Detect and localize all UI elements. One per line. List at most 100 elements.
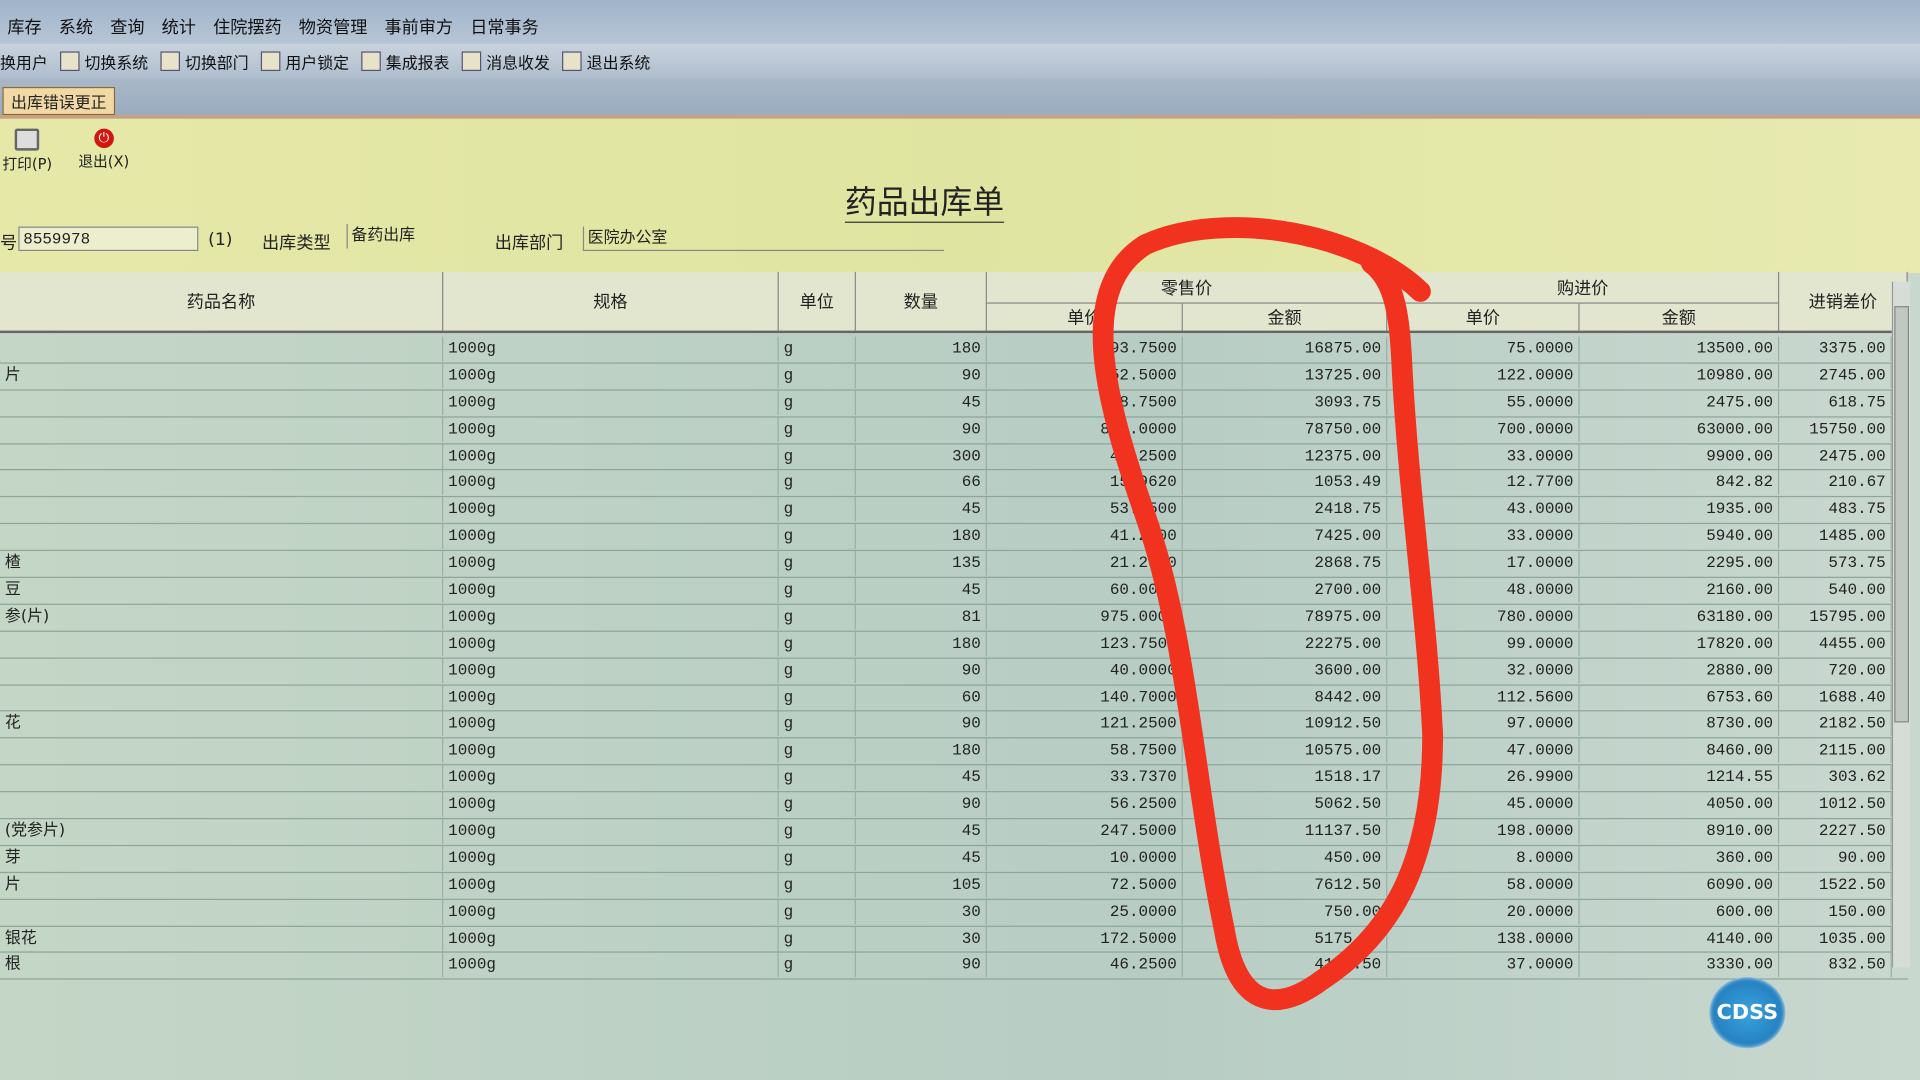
table-row[interactable]: 1000g g 180 58.7500 10575.00 47.0000 8460.00 21… [0, 738, 1908, 766]
cell-purchase-unit: 138.0000 [1387, 926, 1580, 951]
table-row[interactable]: 参(片) 1000g g 81 975.0000 78975.00 780.0000 6318… [0, 604, 1908, 632]
table-row[interactable]: 1000g g 180 123.7500 22275.00 99.0000 17820.00… [0, 631, 1908, 659]
col-name[interactable]: 药品名称 [0, 271, 444, 331]
vertical-scrollbar[interactable] [1891, 281, 1911, 968]
menu-item[interactable]: 日常事务 [470, 18, 539, 38]
table-row[interactable]: 花 1000g g 90 121.2500 10912.50 97.0000 8730.00 2… [0, 712, 1908, 739]
cell-purchase-amount: 6753.60 [1580, 685, 1780, 710]
cell-name: 楂 [0, 551, 444, 576]
table-row[interactable]: 1000g g 90 56.2500 5062.50 45.0000 4050.00 1012… [0, 792, 1908, 820]
cell-retail-unit: 123.7500 [987, 631, 1183, 657]
cell-purchase-amount: 1214.55 [1580, 765, 1780, 791]
type-field[interactable]: 备药出库 [346, 224, 484, 249]
table-row[interactable]: 楂 1000g g 135 21.2500 2868.75 17.0000 2295.00 57… [0, 551, 1908, 578]
menu-item[interactable]: 事前审方 [384, 18, 454, 38]
cell-retail-unit: 56.2500 [987, 792, 1183, 817]
cell-name [0, 658, 444, 683]
table-row[interactable]: 1000g g 90 40.0000 3600.00 32.0000 2880.00 720.… [0, 658, 1908, 686]
cell-purchase-unit: 32.0000 [1387, 658, 1580, 683]
col-retail-unit[interactable]: 单价 [987, 303, 1183, 331]
cell-diff: 150.00 [1779, 899, 1892, 925]
menu-item[interactable]: 统计 [161, 18, 196, 38]
cell-diff: 210.67 [1779, 470, 1892, 496]
col-spec[interactable]: 规格 [443, 271, 779, 331]
table-row[interactable]: 片 1000g g 90 152.5000 13725.00 122.0000 10980.0… [0, 363, 1908, 391]
table-row[interactable]: 银花 1000g g 30 172.5000 5175.00 138.0000 4140.00… [0, 926, 1908, 954]
exit-button[interactable]: ⏻ 退出(X) [78, 128, 129, 172]
cell-unit: g [779, 899, 856, 925]
print-label: 打印(P) [2, 155, 53, 173]
toolbar-info-button[interactable]: 消息收发 [461, 50, 550, 73]
cell-qty: 300 [856, 443, 987, 469]
cell-purchase-unit: 8.0000 [1387, 846, 1580, 871]
cell-diff: 2475.00 [1779, 443, 1892, 469]
scrollbar-thumb[interactable] [1894, 306, 1909, 723]
cell-name: 豆 [0, 577, 444, 603]
menu-item[interactable]: 住院摆药 [213, 18, 282, 38]
cell-spec: 1000g [443, 551, 779, 576]
col-diff[interactable]: 进销差价 [1779, 271, 1908, 331]
menu-item[interactable]: 库存 [7, 18, 42, 38]
cell-purchase-unit: 198.0000 [1387, 819, 1580, 844]
toolbar-switch-department-button[interactable]: 切换部门 [160, 50, 249, 73]
menu-item[interactable]: 物资管理 [298, 18, 368, 38]
col-retail-amount[interactable]: 金额 [1183, 303, 1388, 331]
menu-item[interactable]: 系统 [58, 18, 94, 38]
toolbar-report-button[interactable]: 集成报表 [361, 50, 449, 73]
cell-name [0, 524, 444, 549]
cell-name [0, 336, 444, 362]
cell-qty: 135 [856, 551, 987, 576]
table-row[interactable]: (党参片) 1000g g 45 247.5000 11137.50 198.0000 891… [0, 819, 1908, 847]
table-row[interactable]: 1000g g 45 68.7500 3093.75 55.0000 2475.00 618.… [0, 390, 1908, 418]
dept-field[interactable]: 医院办公室 [582, 226, 945, 252]
table-row[interactable]: 1000g g 45 53.7500 2418.75 43.0000 1935.00 483.… [0, 497, 1908, 525]
cell-diff: 483.75 [1779, 497, 1892, 523]
table-row[interactable]: 片 1000g g 105 72.5000 7612.50 58.0000 6090.00 15… [0, 872, 1908, 900]
cell-retail-unit: 93.7500 [987, 336, 1183, 362]
number-field[interactable]: 8559978 [18, 226, 199, 252]
cell-retail-amount: 3093.75 [1183, 390, 1388, 415]
cell-diff: 720.00 [1779, 658, 1892, 683]
table-row[interactable]: 1000g g 300 41.2500 12375.00 33.0000 9900.00 24… [0, 443, 1908, 471]
tab-outbound-correction[interactable]: 出库错误更正 [2, 86, 116, 116]
table-row[interactable]: 1000g g 180 41.2500 7425.00 33.0000 5940.00 148… [0, 524, 1908, 552]
cell-unit: g [779, 658, 856, 683]
table-row[interactable]: 1000g g 180 93.7500 16875.00 75.0000 13500.00 3… [0, 336, 1908, 364]
col-purchase-unit[interactable]: 单价 [1387, 303, 1580, 331]
table-row[interactable]: 1000g g 45 33.7370 1518.17 26.9900 1214.55 303.… [0, 765, 1908, 793]
tab-bar: 出库错误更正 [0, 78, 1920, 119]
cell-retail-amount: 16875.00 [1183, 336, 1388, 362]
cell-purchase-unit: 97.0000 [1387, 712, 1580, 737]
toolbar-switch-system-button[interactable]: 切换系统 [60, 50, 148, 73]
table-row[interactable]: 芽 1000g g 45 10.0000 450.00 8.0000 360.00 90.00 [0, 846, 1908, 873]
table-row[interactable]: 1000g g 90 875.0000 78750.00 700.0000 63000.00… [0, 417, 1908, 444]
print-button[interactable]: 打印(P) [2, 128, 53, 174]
cell-purchase-amount: 8460.00 [1580, 738, 1780, 764]
menu-item[interactable]: 查询 [110, 18, 145, 38]
cell-name [0, 685, 444, 710]
table-row[interactable]: 豆 1000g g 45 60.0000 2700.00 48.0000 2160.00 540… [0, 577, 1908, 605]
col-purchase-amount[interactable]: 金额 [1580, 303, 1780, 331]
table-row[interactable]: 1000g g 30 25.0000 750.00 20.0000 600.00 150.00 [0, 899, 1908, 927]
cell-diff: 90.00 [1779, 846, 1892, 871]
cell-unit: g [779, 631, 856, 657]
col-unit[interactable]: 单位 [779, 271, 856, 331]
table-row[interactable]: 根 1000g g 90 46.2500 4162.50 37.0000 3330.00 832… [0, 953, 1908, 981]
toolbar-user-lock-button[interactable]: 用户锁定 [260, 50, 349, 73]
cell-retail-amount: 22275.00 [1183, 631, 1388, 657]
table-row[interactable]: 1000g g 66 15.9620 1053.49 12.7700 842.82 210.6… [0, 470, 1908, 498]
cell-retail-unit: 10.0000 [987, 846, 1183, 871]
cell-spec: 1000g [443, 604, 779, 630]
cell-diff: 15750.00 [1779, 417, 1892, 442]
toolbar-switch-user-button[interactable]: 换用户 [0, 50, 48, 72]
cell-spec: 1000g [443, 390, 779, 415]
table-row[interactable]: 1000g g 60 140.7000 8442.00 112.5600 6753.60 16… [0, 685, 1908, 713]
toolbar-exit-system-button[interactable]: 退出系统 [562, 50, 650, 73]
cell-unit: g [779, 443, 856, 469]
cell-diff: 2227.50 [1779, 819, 1892, 844]
cell-qty: 45 [856, 390, 987, 415]
cell-purchase-amount: 10980.00 [1580, 363, 1780, 389]
toolbar-label: 退出系统 [586, 54, 651, 73]
col-qty[interactable]: 数量 [856, 271, 987, 331]
cdss-badge[interactable]: CDSS [1709, 977, 1786, 1049]
